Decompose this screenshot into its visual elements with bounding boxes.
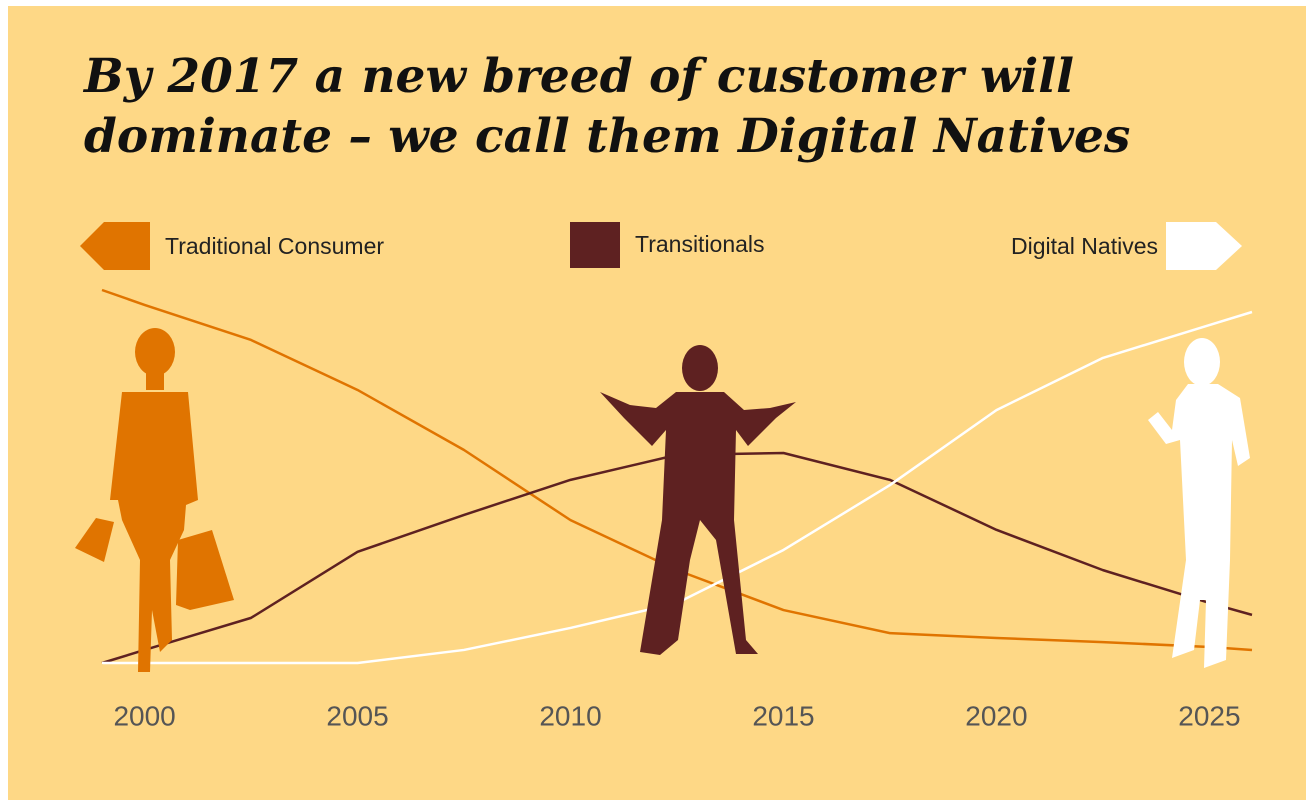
chart-title: dominate – we call them Digital Natives [84,109,1130,164]
silhouettes [75,328,1250,672]
legend-swatch [80,222,150,270]
x-tick-label: 2000 [113,700,175,731]
background [8,6,1306,800]
legend-label: Transitionals [635,231,765,257]
legend-swatch [1166,222,1242,270]
legend-label: Digital Natives [1011,233,1158,259]
x-tick-label: 2015 [752,700,814,731]
x-tick-label: 2025 [1178,700,1240,731]
digital-silhouette [1148,338,1250,668]
traditional-silhouette [75,328,234,672]
legend: Traditional Consumer Transitionals Digit… [80,222,1242,270]
x-tick-label: 2010 [539,700,601,731]
chart-title: By 2017 a new breed of customer will [82,49,1074,104]
x-tick-label: 2005 [326,700,388,731]
transitional-silhouette [600,345,796,655]
legend-label: Traditional Consumer [165,233,384,259]
legend-swatch [570,222,620,268]
x-tick-label: 2020 [965,700,1027,731]
